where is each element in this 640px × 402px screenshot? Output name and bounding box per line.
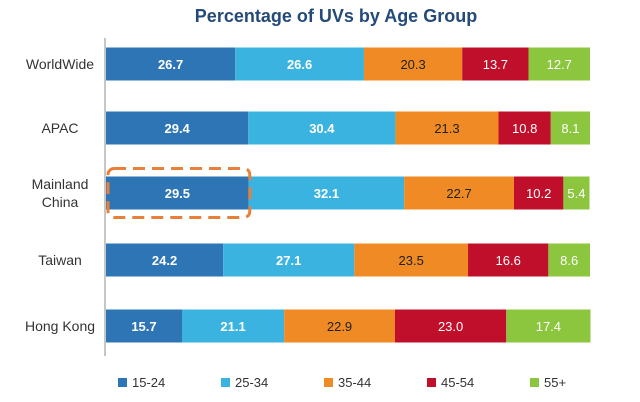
category-label-mainland-china: Mainland China — [32, 176, 89, 210]
bar-mainland-china-25-34 — [248, 176, 405, 210]
chart-title: Percentage of UVs by Age Group — [195, 6, 477, 26]
bar-worldwide-25-34 — [235, 47, 364, 81]
bar-hong-kong-25-34 — [181, 309, 285, 343]
legend-swatch-25-34 — [221, 378, 230, 387]
bar-apac-45-54 — [498, 111, 551, 145]
highlight-layer — [106, 167, 252, 219]
bar-apac-55 — [550, 111, 590, 145]
data-label-mainland-china-55: 5.4 — [567, 186, 585, 201]
category-label-hong-kong: Hong Kong — [25, 318, 95, 334]
data-label-hong-kong-45-54: 23.0 — [438, 319, 463, 334]
data-label-hong-kong-15-24: 15.7 — [131, 319, 156, 334]
bar-hong-kong-55 — [506, 309, 591, 343]
legend-label-25-34: 25-34 — [235, 375, 268, 390]
legend-label-15-24: 15-24 — [132, 375, 165, 390]
bar-taiwan-55 — [548, 243, 590, 277]
bar-apac-15-24 — [106, 111, 249, 145]
data-label-taiwan-15-24: 24.2 — [152, 253, 177, 268]
data-label-worldwide-35-44: 20.3 — [400, 57, 425, 72]
legend-swatch-15-24 — [118, 378, 127, 387]
bar-mainland-china-45-54 — [514, 176, 564, 210]
highlight-box — [106, 167, 252, 219]
data-label-worldwide-55: 12.7 — [547, 57, 572, 72]
legend-swatch-55 — [530, 378, 539, 387]
data-label-apac-15-24: 29.4 — [164, 121, 190, 136]
category-label-taiwan: Taiwan — [38, 252, 82, 268]
legend-label-55: 55+ — [544, 375, 566, 390]
category-labels: WorldWide APAC Mainland China Taiwan Hong Kon… — [25, 56, 95, 334]
bar-worldwide-45-54 — [462, 47, 529, 81]
legend-swatch-35-44 — [324, 378, 333, 387]
bar-hong-kong-45-54 — [394, 309, 507, 343]
bar-mainland-china-35-44 — [404, 176, 515, 210]
bar-worldwide-15-24 — [106, 47, 236, 81]
data-label-apac-25-34: 30.4 — [309, 121, 335, 136]
bar-hong-kong-15-24 — [106, 309, 182, 343]
legend-label-45-54: 45-54 — [441, 375, 474, 390]
data-label-worldwide-25-34: 26.6 — [287, 57, 312, 72]
bar-taiwan-25-34 — [223, 243, 355, 277]
legend: 15-24 25-34 35-44 45-54 55+ — [118, 375, 566, 390]
bar-taiwan-15-24 — [106, 243, 224, 277]
category-label-apac: APAC — [41, 120, 78, 136]
data-label-mainland-china-45-54: 10.2 — [526, 186, 551, 201]
data-label-hong-kong-25-34: 21.1 — [220, 319, 245, 334]
bar-taiwan-45-54 — [468, 243, 549, 277]
category-label-worldwide: WorldWide — [26, 56, 94, 72]
bar-worldwide-55 — [528, 47, 590, 81]
data-label-taiwan-45-54: 16.6 — [496, 253, 521, 268]
bar-apac-35-44 — [395, 111, 499, 145]
bar-taiwan-35-44 — [354, 243, 469, 277]
bar-mainland-china-55 — [563, 176, 590, 210]
data-label-taiwan-35-44: 23.5 — [399, 253, 424, 268]
data-label-hong-kong-55: 17.4 — [536, 319, 561, 334]
legend-swatch-45-54 — [427, 378, 436, 387]
data-label-mainland-china-35-44: 22.7 — [446, 186, 471, 201]
data-label-taiwan-25-34: 27.1 — [276, 253, 301, 268]
legend-label-35-44: 35-44 — [338, 375, 371, 390]
data-label-apac-35-44: 21.3 — [434, 121, 459, 136]
data-label-worldwide-45-54: 13.7 — [483, 57, 508, 72]
bar-hong-kong-35-44 — [284, 309, 395, 343]
data-label-apac-45-54: 10.8 — [512, 121, 537, 136]
bars-layer: 26.7 26.6 20.3 13.7 12.7 29.4 30.4 21.3 10.8 8.1 2… — [106, 47, 591, 343]
data-label-taiwan-55: 8.6 — [560, 253, 578, 268]
data-label-mainland-china-15-24: 29.5 — [165, 186, 190, 201]
data-label-mainland-china-25-34: 32.1 — [314, 186, 339, 201]
data-label-worldwide-15-24: 26.7 — [158, 57, 183, 72]
data-label-hong-kong-35-44: 22.9 — [327, 319, 352, 334]
bar-apac-25-34 — [248, 111, 396, 145]
bar-mainland-china-15-24 — [106, 176, 249, 210]
bar-worldwide-35-44 — [363, 47, 463, 81]
data-label-apac-55: 8.1 — [561, 121, 579, 136]
